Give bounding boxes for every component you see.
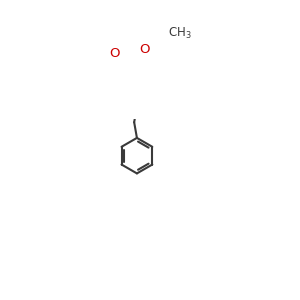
Text: O: O	[109, 47, 120, 60]
Text: O: O	[139, 43, 149, 56]
Text: CH$_3$: CH$_3$	[168, 26, 192, 41]
